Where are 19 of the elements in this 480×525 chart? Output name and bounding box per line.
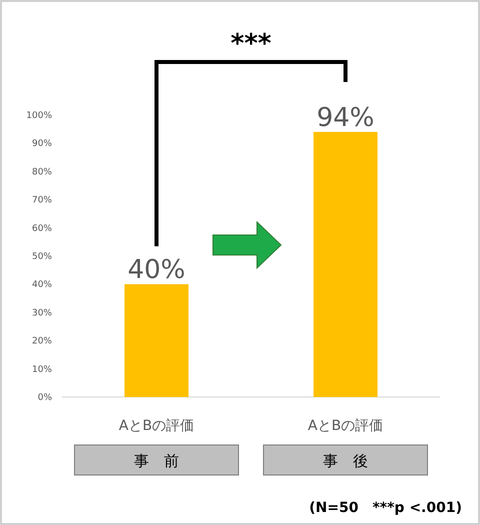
y-tick-label: 70% <box>32 196 52 206</box>
text: 事 前 <box>134 452 179 470</box>
x-tick-label: AとBの評価 <box>118 418 194 434</box>
y-tick-label: 50% <box>32 252 52 262</box>
y-tick-label: 100% <box>26 111 52 121</box>
text: 事 後 <box>323 452 368 470</box>
text: (N=50 ***p <.001) <box>309 500 462 516</box>
x-tick-label: AとBの評価 <box>308 418 384 434</box>
text: *** <box>230 29 272 59</box>
data-label: 40% <box>128 255 186 286</box>
y-tick-label: 20% <box>32 336 52 347</box>
y-tick-label: 80% <box>32 167 52 178</box>
data-label: 94% <box>316 102 374 133</box>
y-tick-label: 90% <box>32 139 52 150</box>
y-tick-label: 10% <box>32 364 52 375</box>
y-tick-label: 0% <box>38 393 52 403</box>
y-tick-label: 30% <box>32 308 52 318</box>
y-tick-label: 40% <box>32 280 52 290</box>
y-tick-label: 60% <box>32 224 52 234</box>
